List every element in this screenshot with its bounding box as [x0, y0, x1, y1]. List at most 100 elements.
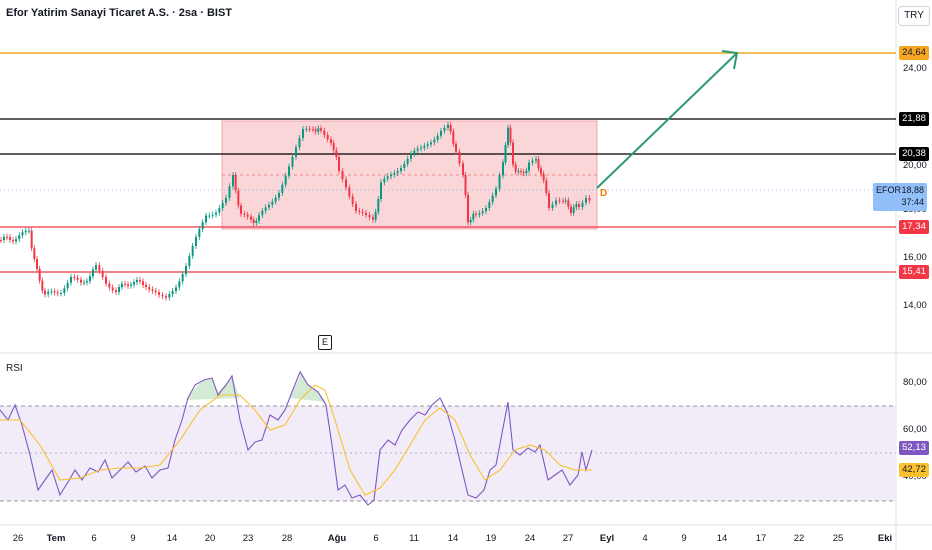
candle-body — [302, 129, 304, 139]
level-badge-2464: 24,64 — [899, 46, 929, 60]
currency-button[interactable]: TRY — [898, 6, 930, 26]
candle-body — [535, 159, 537, 161]
last-price-badge: EFOR 18,88 37:44 — [873, 183, 927, 211]
candle-body — [274, 197, 277, 202]
candle-body — [449, 124, 452, 132]
candle-body — [89, 276, 91, 282]
candle-body — [440, 130, 442, 136]
candle-body — [390, 174, 392, 177]
candle-body — [365, 212, 367, 216]
candle-body — [485, 207, 487, 212]
candle-body — [430, 142, 432, 145]
time-tick: Tem — [46, 533, 66, 544]
candle-body — [464, 175, 467, 195]
rsi-overbought-fill-2 — [290, 372, 326, 402]
candle-body — [211, 214, 214, 216]
candle-body — [41, 280, 44, 291]
candle-body — [56, 292, 59, 294]
time-tick: 4 — [642, 533, 648, 544]
candle-body — [261, 210, 264, 216]
candlestick-series — [0, 121, 591, 301]
candle-body — [148, 286, 151, 290]
dividend-marker[interactable]: D — [600, 188, 608, 199]
candle-body — [558, 200, 561, 202]
candle-body — [243, 213, 246, 215]
candle-body — [118, 287, 120, 292]
level-badge-1734: 17,34 — [899, 220, 929, 234]
candle-body — [455, 143, 457, 152]
time-tick: 17 — [755, 533, 767, 544]
candle-body — [70, 276, 72, 283]
candle-body — [578, 204, 580, 207]
candle-body — [121, 283, 123, 288]
level-badge-2188: 21,88 — [899, 112, 929, 126]
candle-body — [393, 173, 396, 175]
candle-body — [488, 202, 491, 208]
candle-body — [201, 222, 204, 230]
candle-body — [0, 240, 2, 241]
candle-body — [341, 170, 344, 180]
time-tick: 24 — [524, 533, 536, 544]
candle-body — [108, 283, 111, 288]
price-tick: 14,00 — [903, 300, 927, 311]
candle-body — [502, 162, 504, 176]
level-badge-2038: 20,38 — [899, 147, 929, 161]
candle-body — [380, 182, 382, 199]
candle-body — [246, 214, 249, 217]
candle-body — [171, 290, 174, 295]
candle-body — [66, 282, 69, 289]
candle-body — [6, 236, 8, 238]
candle-body — [154, 290, 157, 293]
candle-body — [525, 170, 528, 174]
chart-title: Efor Yatirim Sanayi Ticaret A.S. · 2sa ·… — [6, 7, 232, 19]
level-badge-1541: 15,41 — [899, 265, 929, 279]
candle-body — [145, 285, 147, 287]
candle-body — [323, 130, 326, 136]
candle-body — [562, 200, 564, 202]
candle-body — [564, 200, 567, 202]
candle-body — [396, 171, 399, 174]
candle-body — [232, 175, 234, 187]
candle-body — [410, 153, 412, 159]
candle-body — [53, 291, 56, 293]
candle-body — [326, 135, 329, 140]
candle-body — [33, 248, 36, 260]
candle-body — [403, 163, 406, 168]
candle-body — [317, 128, 320, 132]
candle-body — [151, 289, 154, 291]
time-tick: 27 — [562, 533, 574, 544]
rsi-tick: 60,00 — [903, 424, 927, 435]
candle-body — [386, 176, 389, 179]
candle-body — [98, 265, 101, 271]
price-tick: 16,00 — [903, 252, 927, 263]
candle-body — [284, 175, 287, 185]
candle-body — [28, 230, 30, 232]
candle-body — [205, 215, 207, 223]
rsi-title[interactable]: RSI — [6, 363, 23, 374]
candle-body — [268, 204, 270, 208]
candle-body — [185, 266, 187, 275]
candle-body — [83, 282, 85, 284]
earnings-event-marker[interactable]: E — [318, 335, 332, 350]
rsi-tick: 80,00 — [903, 377, 927, 388]
rsi-ma-line — [0, 384, 592, 496]
candle-body — [271, 201, 274, 205]
price-tick: 20,00 — [903, 160, 927, 171]
projection-arrow[interactable] — [596, 50, 739, 189]
candle-body — [320, 128, 322, 131]
candle-body — [264, 207, 267, 211]
candle-body — [314, 129, 317, 132]
candle-body — [278, 192, 280, 198]
candle-body — [15, 239, 17, 242]
candle-body — [86, 281, 88, 283]
candle-body — [111, 287, 114, 291]
candle-body — [520, 171, 522, 173]
time-tick: 14 — [716, 533, 728, 544]
candle-body — [572, 207, 575, 213]
candle-body — [351, 196, 354, 205]
candle-body — [191, 245, 194, 256]
candle-body — [178, 281, 181, 288]
candle-body — [63, 288, 66, 293]
price-tick: 24,00 — [903, 63, 927, 74]
